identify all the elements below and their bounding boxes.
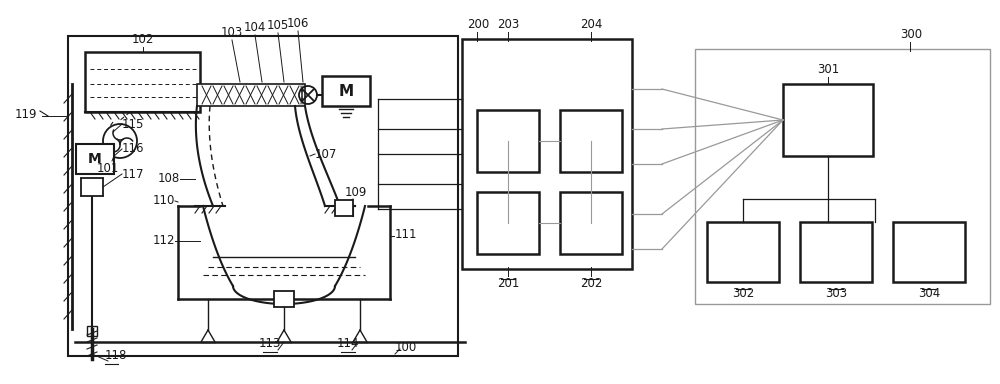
Text: 114: 114 <box>337 337 359 350</box>
Text: 112: 112 <box>152 235 175 248</box>
Text: 203: 203 <box>497 18 519 31</box>
Text: 108: 108 <box>158 172 180 185</box>
Text: 302: 302 <box>732 287 754 300</box>
Bar <box>85 52 200 112</box>
Bar <box>707 222 779 282</box>
Bar <box>695 49 990 304</box>
Text: 301: 301 <box>817 63 839 76</box>
Bar <box>87 326 97 336</box>
Text: 105: 105 <box>267 19 289 32</box>
Bar <box>274 291 294 307</box>
Bar <box>322 76 370 106</box>
Bar <box>68 36 458 356</box>
Text: 100: 100 <box>395 341 417 354</box>
Text: 202: 202 <box>580 277 602 290</box>
Text: 107: 107 <box>315 147 337 161</box>
Text: 116: 116 <box>122 142 144 156</box>
Text: 101: 101 <box>97 162 119 175</box>
Text: 102: 102 <box>132 33 154 46</box>
Text: M: M <box>88 152 102 166</box>
Text: S: S <box>281 294 287 304</box>
Text: 113: 113 <box>259 337 281 350</box>
Text: 119: 119 <box>15 108 38 121</box>
Text: 201: 201 <box>497 277 519 290</box>
Text: 200: 200 <box>467 18 489 31</box>
Bar <box>783 84 873 156</box>
Text: 103: 103 <box>221 26 243 39</box>
Text: 104: 104 <box>244 21 266 34</box>
Text: 303: 303 <box>825 287 847 300</box>
Text: 117: 117 <box>122 167 144 180</box>
Bar <box>462 39 632 269</box>
Bar <box>477 110 539 172</box>
Bar <box>560 192 622 254</box>
Text: 110: 110 <box>153 195 175 207</box>
Text: 300: 300 <box>900 28 922 41</box>
Bar <box>335 200 353 216</box>
Bar <box>197 84 305 106</box>
Text: 106: 106 <box>287 17 309 30</box>
Bar <box>81 178 103 196</box>
Text: 304: 304 <box>918 287 940 300</box>
Bar <box>76 144 114 174</box>
Text: 115: 115 <box>122 118 144 131</box>
Text: 204: 204 <box>580 18 602 31</box>
Bar <box>893 222 965 282</box>
Bar <box>560 110 622 172</box>
Text: 111: 111 <box>395 227 418 240</box>
Bar <box>800 222 872 282</box>
Text: M: M <box>338 83 354 99</box>
Text: S: S <box>341 203 347 213</box>
Bar <box>477 192 539 254</box>
Text: 118: 118 <box>105 349 127 362</box>
Text: 109: 109 <box>345 186 367 199</box>
